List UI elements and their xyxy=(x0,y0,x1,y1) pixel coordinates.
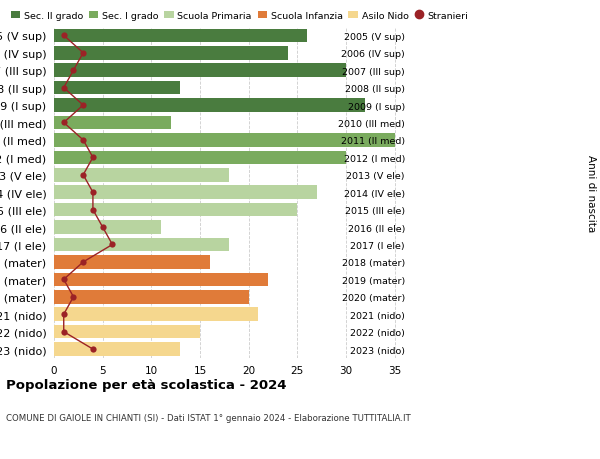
Bar xyxy=(54,186,317,200)
Bar xyxy=(54,325,200,339)
Bar xyxy=(54,134,395,147)
Text: Popolazione per età scolastica - 2024: Popolazione per età scolastica - 2024 xyxy=(6,379,287,392)
Bar xyxy=(54,221,161,235)
Bar xyxy=(54,117,171,130)
Bar xyxy=(54,308,259,321)
Text: COMUNE DI GAIOLE IN CHIANTI (SI) - Dati ISTAT 1° gennaio 2024 - Elaborazione TUT: COMUNE DI GAIOLE IN CHIANTI (SI) - Dati … xyxy=(6,413,411,422)
Bar xyxy=(54,238,229,252)
Bar xyxy=(54,291,248,304)
Bar xyxy=(54,47,287,61)
Bar xyxy=(54,64,346,78)
Bar xyxy=(54,99,365,112)
Bar xyxy=(54,29,307,43)
Bar xyxy=(54,168,229,182)
Bar xyxy=(54,151,346,165)
Legend: Sec. II grado, Sec. I grado, Scuola Primaria, Scuola Infanzia, Asilo Nido, Stran: Sec. II grado, Sec. I grado, Scuola Prim… xyxy=(11,11,468,21)
Bar xyxy=(54,82,181,95)
Bar xyxy=(54,203,297,217)
Bar xyxy=(54,256,209,269)
Text: Anni di nascita: Anni di nascita xyxy=(586,154,596,231)
Bar xyxy=(54,273,268,286)
Bar xyxy=(54,342,181,356)
